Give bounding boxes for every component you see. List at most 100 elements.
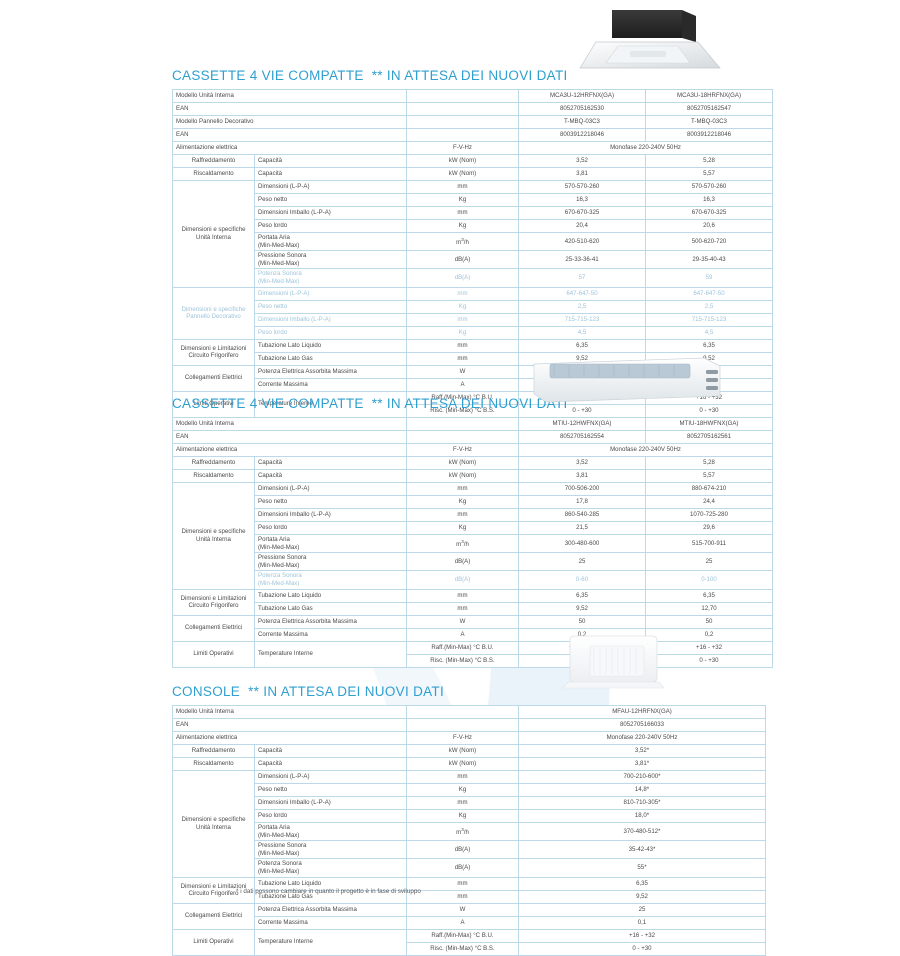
table-row: Raffreddamento Capacità kW (Nom) 3,52* — [172, 744, 766, 758]
row-group-label: Dimensioni e specifiche Unità Interna — [172, 482, 255, 590]
row-unit: F-V-Hz — [406, 731, 519, 745]
row-value: 3,52 — [518, 456, 646, 470]
row-value: 570-570-260 — [645, 180, 773, 194]
ceiling-cassette-unit-photo — [578, 8, 728, 75]
footnote: * i dati possono cambiare in quanto il p… — [236, 888, 421, 895]
table-row: Modello Unità Interna MCA3U-12HRFNX(GA) MC… — [172, 89, 773, 103]
row-value: 860-540-285 — [518, 508, 646, 522]
row-unit: kW (Nom) — [406, 167, 519, 181]
row-unit: dB(A) — [406, 250, 519, 270]
row-unit: mm — [406, 482, 519, 496]
row-group-label: Dimensioni e Limitazioni Circuito Frigori… — [172, 338, 255, 366]
row-value: 17,8 — [518, 495, 646, 509]
row-label: Potenza Elettrica Assorbita Massima — [254, 614, 407, 629]
table-row: Pressione Sonora (Min-Med-Max) dB(A) 25-33-… — [173, 250, 773, 270]
row-label: Capacità — [254, 456, 407, 470]
row-value: 6,35 — [518, 588, 646, 603]
row-value: 8052705162554 — [518, 430, 646, 444]
row-label: Peso lordo — [254, 325, 407, 340]
row-value: 300-480-600 — [518, 533, 646, 554]
table-row: Peso lordo Kg 21,5 29,6 — [173, 521, 773, 535]
row-value: MTIU-12HWFNX(GA) — [518, 417, 646, 431]
row-unit: Risc. (Min-Max) °C B.S. — [406, 941, 519, 956]
row-label: Dimensioni (L-P-A) — [254, 286, 407, 301]
row-unit: mm — [406, 286, 519, 301]
row-value: 0 - +30 — [518, 941, 766, 956]
row-value: 0-100 — [645, 570, 773, 590]
row-label: Modello Unità Interna — [172, 417, 407, 431]
row-unit: Kg — [406, 809, 519, 823]
row-label: Potenza Elettrica Assorbita Massima — [254, 364, 407, 379]
row-value: 715-715-123 — [645, 312, 773, 327]
row-label: Dimensioni Imballo (L-P-A) — [254, 206, 407, 220]
row-unit: dB(A) — [406, 858, 519, 878]
table-row: Dimensioni e Limitazioni Circuito Frigori… — [172, 588, 773, 616]
row-value: 57 — [518, 268, 646, 288]
row-value: 25 — [518, 902, 766, 917]
row-label: Potenza Sonora (Min-Med-Max) — [254, 858, 407, 878]
spec-table-container: Modello Unità Interna MCA3U-12HRFNX(GA) MC… — [172, 89, 773, 418]
row-value: 20,4 — [518, 219, 646, 233]
row-value: 3,81* — [518, 757, 766, 771]
row-label: Dimensioni (L-P-A) — [254, 770, 407, 784]
row-label: Tubazione Lato Gas — [254, 601, 407, 616]
table-row: Modello Unità Interna MTIU-12HWFNX(GA) MTI… — [172, 417, 773, 431]
row-value: 25-33-36-41 — [518, 250, 646, 270]
row-value: 12,70 — [645, 601, 773, 616]
row-value: 4,5 — [645, 325, 773, 340]
row-value: 3,52 — [518, 154, 646, 168]
row-value: 647-647-50 — [518, 286, 646, 301]
row-unit: A — [406, 377, 519, 392]
table-row: Dimensioni Imballo (L-P-A) mm 715-715-123 7… — [173, 312, 773, 327]
row-value: 5,57 — [645, 469, 773, 483]
row-group-label: Dimensioni e specifiche Pannello Decorati… — [172, 286, 255, 340]
row-unit: mm — [406, 180, 519, 194]
row-unit: Kg — [406, 193, 519, 207]
row-unit: mm — [406, 601, 519, 616]
row-label: Capacità — [254, 167, 407, 181]
row-unit: A — [406, 627, 519, 642]
table-row: EAN 8003912218046 8003912218046 — [172, 128, 773, 142]
row-label: Dimensioni (L-P-A) — [254, 180, 407, 194]
row-value: 0-60 — [518, 570, 646, 590]
row-label: Alimentazione elettrica — [172, 141, 407, 155]
table-row: Peso lordo Kg 20,4 20,6 — [173, 219, 773, 233]
table-row: Raffreddamento Capacità kW (Nom) 3,52 5,28 — [172, 154, 773, 168]
row-group-label: Dimensioni e specifiche Unità Interna — [172, 180, 255, 288]
row-label: Capacità — [254, 757, 407, 771]
row-value: 8052705162561 — [645, 430, 773, 444]
row-value: 50 — [645, 614, 773, 629]
row-label: Tubazione Lato Liquido — [254, 338, 407, 353]
row-value: 6,35 — [518, 338, 646, 353]
section-cassette-compatte-1: CASSETTE 4 VIE COMPATTE ** IN ATTESA DEI … — [172, 68, 773, 418]
table-row: Peso netto Kg 17,8 24,4 — [173, 495, 773, 509]
row-unit: W — [406, 902, 519, 917]
row-value: Monofase 220-240V 50Hz — [518, 141, 773, 155]
table-row: Peso netto Kg 2,5 2,5 — [173, 299, 773, 314]
row-value: 570-570-260 — [518, 180, 646, 194]
row-value: 3,52* — [518, 744, 766, 758]
row-value: 8052705166033 — [518, 718, 766, 732]
row-label: Dimensioni Imballo (L-P-A) — [254, 796, 407, 810]
row-value: 9,52 — [518, 889, 766, 904]
row-value: 3,81 — [518, 469, 646, 483]
row-value: 3,81 — [518, 167, 646, 181]
row-unit: dB(A) — [406, 570, 519, 590]
row-unit: Raff.(Min-Max) °C B.U. — [406, 928, 519, 943]
row-group-label: Collegamenti Elettrici — [172, 614, 255, 642]
table-row: Potenza Sonora (Min-Med-Max) dB(A) 57 59 — [173, 268, 773, 288]
row-group-label: Raffreddamento — [172, 154, 255, 168]
table-row: Peso netto Kg 14,8* — [173, 783, 766, 797]
row-unit: W — [406, 364, 519, 379]
table-row: Portata Aria (Min-Med-Max) m3/h 300-480-600… — [173, 533, 773, 554]
row-label: Temperature Interne — [254, 640, 407, 668]
row-unit: m3/h — [406, 231, 519, 252]
spec-table: Modello Unità Interna MFAU-12HRFNX(GA) EAN… — [172, 705, 766, 956]
row-value: 670-670-325 — [645, 206, 773, 220]
spec-table-container: Modello Unità Interna MTIU-12HWFNX(GA) MTI… — [172, 417, 773, 668]
row-label: Modello Unità Interna — [172, 89, 407, 103]
row-unit: F-V-Hz — [406, 141, 519, 155]
row-group-label: Dimensioni e specifiche Unità Interna — [172, 770, 255, 878]
row-value: 500-620-720 — [645, 231, 773, 252]
section-console: CONSOLE ** IN ATTESA DEI NUOVI DATI Model… — [172, 684, 766, 956]
